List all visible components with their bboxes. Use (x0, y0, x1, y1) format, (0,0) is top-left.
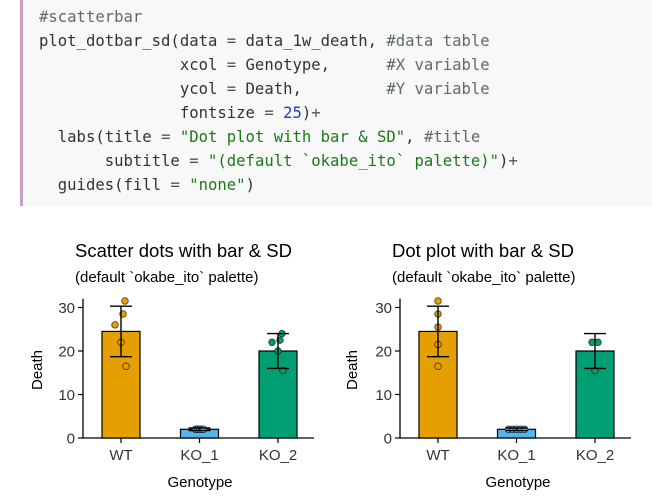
y-tick-label: 30 (375, 300, 392, 317)
chart-title: Scatter dots with bar & SD (75, 240, 292, 261)
x-axis-label: Genotype (485, 474, 550, 491)
code-token: = (170, 176, 180, 194)
code-token: #scatterbar (39, 8, 143, 26)
code-block: #scatterbar plot_dotbar_sd(data = data_1… (20, 0, 652, 206)
x-tick-label: WT (109, 447, 132, 464)
code-token: labs(title (39, 128, 162, 146)
code-text: #scatterbar plot_dotbar_sd(data = data_1… (23, 0, 652, 197)
x-tick-label: KO_1 (497, 447, 535, 464)
x-tick-label: WT (426, 447, 449, 464)
code-token: + (508, 152, 518, 170)
code-token: = (226, 80, 237, 98)
code-token: data_1w_death, (236, 32, 387, 50)
code-token: guides(fill (39, 176, 171, 194)
code-token: 25 (283, 104, 302, 122)
code-token: #X variable (386, 56, 490, 74)
code-token: "(default `okabe_ito` palette)" (208, 152, 500, 170)
data-point (434, 362, 442, 370)
code-token: "none" (189, 176, 246, 194)
data-point (122, 362, 130, 370)
code-token: = (161, 128, 171, 146)
x-tick-label: KO_2 (259, 447, 297, 464)
code-token: Death, (236, 80, 387, 98)
y-tick-label: 20 (58, 344, 75, 361)
chart-title: Dot plot with bar & SD (392, 240, 574, 261)
code-token: subtitle (39, 152, 190, 170)
chart-subtitle: (default `okabe_ito` palette) (75, 269, 258, 286)
y-tick-label: 10 (375, 387, 392, 404)
y-tick-label: 0 (67, 431, 75, 448)
code-token: plot_dotbar_sd(data (39, 32, 227, 50)
code-token: ) (245, 176, 255, 194)
y-tick-label: 30 (58, 300, 75, 317)
code-token: #title (423, 128, 481, 146)
code-token: = (264, 104, 274, 122)
data-point (434, 297, 442, 305)
code-token: + (311, 104, 321, 122)
data-point (268, 338, 276, 347)
chart-panel-right: Dot plot with bar & SD (default `okabe_i… (344, 240, 631, 491)
code-token: = (189, 152, 199, 170)
data-point (199, 425, 208, 434)
code-token: = (226, 56, 237, 74)
code-token: ) (499, 152, 509, 170)
x-tick-label: KO_2 (576, 447, 614, 464)
chart-subtitle: (default `okabe_ito` palette) (392, 269, 575, 286)
code-token: "Dot plot with bar & SD" (179, 128, 406, 146)
code-token: xcol (39, 56, 227, 74)
data-point (520, 425, 529, 434)
y-tick-label: 0 (384, 431, 392, 448)
data-point (121, 297, 129, 305)
data-point (111, 321, 119, 329)
code-token: fontsize (39, 104, 265, 122)
chart-panel-left: Scatter dots with bar & SD (default `oka… (29, 240, 314, 491)
code-token: Genotype, (236, 56, 387, 74)
y-tick-label: 10 (58, 387, 75, 404)
code-token: , (405, 128, 424, 146)
y-axis-label: Death (344, 350, 361, 390)
code-token: #Y variable (386, 80, 490, 98)
y-axis-label: Death (29, 350, 46, 390)
code-token: #data table (386, 32, 490, 50)
code-token: ycol (39, 80, 227, 98)
x-axis-label: Genotype (167, 474, 232, 491)
code-token: ) (301, 104, 312, 122)
x-tick-label: KO_1 (180, 447, 218, 464)
code-token: = (226, 32, 237, 50)
y-tick-label: 20 (375, 344, 392, 361)
